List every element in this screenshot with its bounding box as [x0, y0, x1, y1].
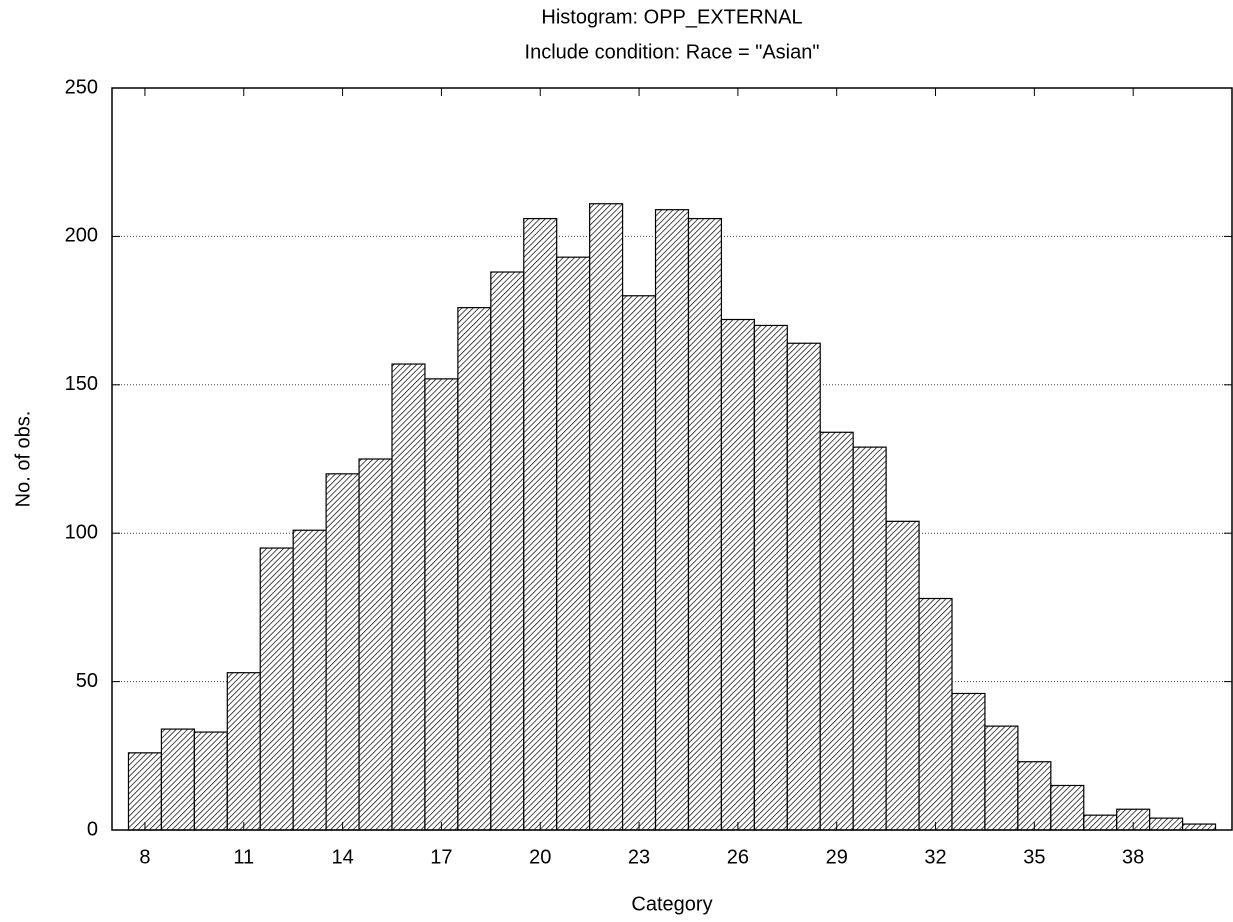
- bar: [621, 295, 657, 831]
- y-tick-label: 150: [65, 373, 98, 395]
- y-tick-label: 0: [87, 818, 98, 840]
- x-tick-label: 17: [430, 846, 452, 868]
- bar: [852, 446, 887, 831]
- bar: [556, 256, 591, 831]
- bar: [490, 271, 525, 831]
- chart-title: Histogram: OPP_EXTERNAL: [541, 6, 802, 28]
- bar: [226, 672, 261, 831]
- bar: [1017, 761, 1052, 831]
- x-tick-label: 38: [1122, 846, 1144, 868]
- x-tick-label: 26: [727, 846, 749, 868]
- y-tick-label: 250: [65, 76, 98, 98]
- bar: [160, 728, 195, 831]
- x-tick-label: 29: [826, 846, 848, 868]
- y-tick-label: 200: [65, 225, 98, 247]
- x-tick-label: 35: [1023, 846, 1045, 868]
- x-tick-label: 32: [924, 846, 946, 868]
- x-axis-label: Category: [631, 893, 712, 915]
- bar: [951, 692, 986, 831]
- x-tick-label: 8: [139, 846, 150, 868]
- y-tick-label: 50: [76, 670, 98, 692]
- bar: [786, 342, 821, 831]
- bar: [1149, 817, 1184, 831]
- bar: [523, 217, 558, 831]
- bar: [1181, 823, 1217, 831]
- bar: [984, 725, 1019, 831]
- bar: [193, 731, 228, 831]
- bar: [753, 324, 788, 831]
- bar: [1083, 814, 1118, 831]
- x-tick-label: 14: [331, 846, 353, 868]
- bar: [589, 203, 624, 831]
- bar: [457, 307, 492, 831]
- bar: [885, 520, 920, 831]
- x-tick-label: 20: [529, 846, 551, 868]
- bar: [127, 752, 163, 831]
- bar: [918, 597, 953, 831]
- bar: [654, 209, 690, 831]
- bar: [358, 458, 393, 831]
- x-tick-label: 23: [628, 846, 650, 868]
- bar: [325, 473, 360, 831]
- y-axis-label: No. of obs.: [12, 411, 34, 508]
- bar: [292, 529, 327, 831]
- bar: [720, 318, 755, 831]
- y-tick-label: 100: [65, 521, 98, 543]
- bar: [259, 547, 294, 831]
- bar: [391, 363, 426, 831]
- chart-subtitle: Include condition: Race = "Asian": [525, 41, 820, 63]
- x-tick-label: 11: [233, 846, 254, 868]
- bar: [687, 217, 723, 831]
- plot-frame: [111, 87, 1233, 831]
- bar: [424, 378, 459, 831]
- bar: [819, 431, 854, 831]
- bar: [1050, 784, 1085, 831]
